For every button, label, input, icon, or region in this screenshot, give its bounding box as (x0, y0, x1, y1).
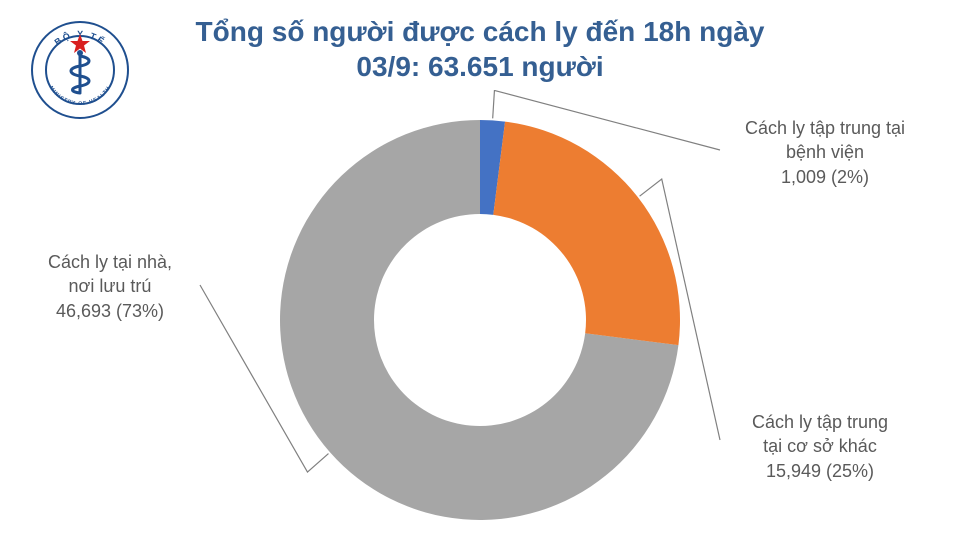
callout-other-value: 15,949 (25%) (720, 459, 920, 483)
chart-container: BỘ Y TẾ MINISTRY OF HEALTH Tổng số người… (0, 0, 960, 553)
callout-other-line2: tại cơ sở khác (720, 434, 920, 458)
callout-hospital-line2: bệnh viện (720, 140, 930, 164)
callout-other-line1: Cách ly tập trung (720, 410, 920, 434)
callout-home-value: 46,693 (73%) (20, 299, 200, 323)
callout-other: Cách ly tập trung tại cơ sở khác 15,949 … (720, 410, 920, 483)
callout-home: Cách ly tại nhà, nơi lưu trú 46,693 (73%… (20, 250, 200, 323)
callout-home-line2: nơi lưu trú (20, 274, 200, 298)
title-line1: Tổng số người được cách ly đến 18h ngày (0, 14, 960, 49)
callout-hospital-value: 1,009 (2%) (720, 165, 930, 189)
callout-hospital-line1: Cách ly tập trung tại (720, 116, 930, 140)
callout-hospital: Cách ly tập trung tại bệnh viện 1,009 (2… (720, 116, 930, 189)
title-line2: 03/9: 63.651 người (0, 49, 960, 84)
chart-title: Tổng số người được cách ly đến 18h ngày … (0, 14, 960, 84)
callout-home-line1: Cách ly tại nhà, (20, 250, 200, 274)
donut-chart: Cách ly tại nhà, nơi lưu trú 46,693 (73%… (0, 90, 960, 540)
